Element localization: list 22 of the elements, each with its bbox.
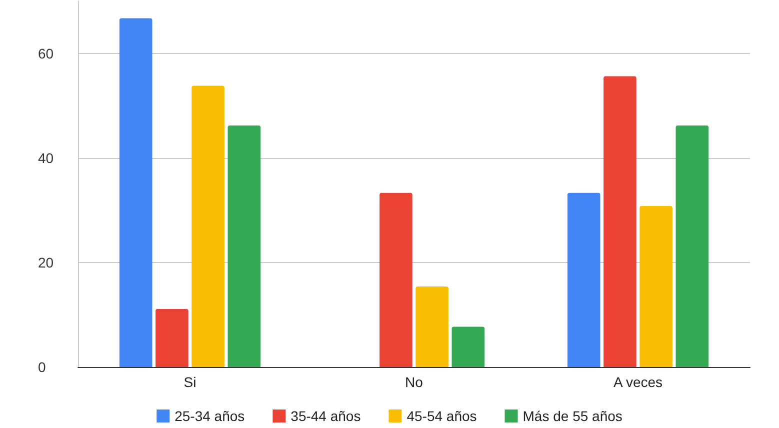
x-tick-label: A veces <box>613 374 663 390</box>
y-tick-label: 60 <box>38 45 54 62</box>
x-tick-label: Si <box>184 374 196 390</box>
y-tick-label: 20 <box>38 254 54 270</box>
bar <box>156 308 188 367</box>
legend-label: 45-54 años <box>406 408 477 424</box>
bar <box>380 192 412 367</box>
bar <box>192 86 224 367</box>
bar <box>567 192 600 367</box>
y-tick-label: 40 <box>38 150 54 166</box>
legend-label: Más de 55 años <box>522 408 622 424</box>
bar <box>228 125 261 367</box>
legend-label: 35-44 años <box>290 408 361 424</box>
y-tick-label: 0 <box>38 359 46 375</box>
bar <box>604 76 636 367</box>
legend-label: 25-34 años <box>174 408 245 424</box>
bar <box>416 286 448 367</box>
bar <box>119 18 152 367</box>
bar <box>640 206 672 367</box>
x-tick-label: No <box>405 374 424 390</box>
bar <box>452 326 485 367</box>
bar <box>676 125 709 367</box>
